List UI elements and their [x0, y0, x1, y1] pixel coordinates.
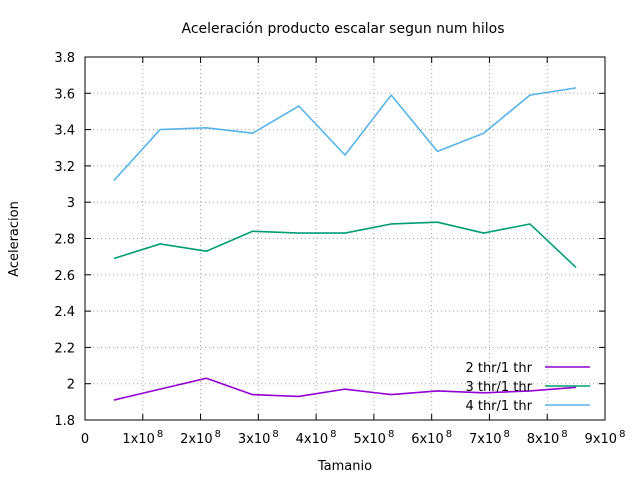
x-tick-label-exponent: 8: [272, 429, 278, 440]
y-tick-label: 3.4: [54, 124, 75, 139]
series-line-4-thr: [113, 87, 577, 181]
y-tick-label: 2: [67, 378, 75, 393]
y-tick-label: 3.6: [54, 87, 75, 102]
x-tick-label-base: 7x10: [469, 432, 502, 447]
x-tick-label-exponent: 8: [157, 429, 163, 440]
x-tick-label: 3x10 8: [238, 429, 279, 447]
plot-frame: [84, 56, 606, 421]
x-tick-label: 9x10 8: [585, 429, 626, 447]
x-tick-label: 7x10 8: [469, 429, 510, 447]
x-tick-label-exponent: 8: [619, 429, 625, 440]
y-tick-label: 2.6: [54, 269, 75, 284]
x-tick-label: 5x10 8: [353, 429, 394, 447]
series-line-2-thr: [113, 377, 577, 401]
x-tick-label-exponent: 8: [446, 429, 452, 440]
x-tick-label-base: 0: [81, 432, 89, 447]
x-tick-label-exponent: 8: [504, 429, 510, 440]
x-tick-label-base: 9x10: [585, 432, 618, 447]
x-tick-label: 8x10 8: [527, 429, 568, 447]
y-tick-label: 2.4: [54, 305, 75, 320]
y-tick-label: 3.2: [54, 160, 75, 175]
legend-label: 4 thr/1 thr: [465, 399, 532, 414]
series-line-3-thr: [113, 221, 577, 269]
y-tick-label: 1.8: [54, 414, 75, 429]
x-tick-label: 4x10 8: [296, 429, 337, 447]
x-tick-label: 2x10 8: [180, 429, 221, 447]
x-tick-label-base: 1x10: [122, 432, 155, 447]
y-tick-label: 3: [67, 196, 75, 211]
x-tick-label: 1x10 8: [122, 429, 163, 447]
x-tick-label-base: 2x10: [180, 432, 213, 447]
y-tick-label: 2.8: [54, 233, 75, 248]
y-tick-label: 3.8: [54, 51, 75, 66]
x-tick-label-base: 8x10: [527, 432, 560, 447]
x-tick-label-base: 4x10: [296, 432, 329, 447]
x-tick-label-base: 5x10: [353, 432, 386, 447]
x-tick-label-exponent: 8: [215, 429, 221, 440]
x-tick-label-base: 3x10: [238, 432, 271, 447]
x-tick-label: 6x10 8: [411, 429, 452, 447]
legend-label: 3 thr/1 thr: [465, 380, 532, 395]
legend-label: 2 thr/1 thr: [465, 361, 532, 376]
y-tick-label: 2.2: [54, 341, 75, 356]
x-tick-label-exponent: 8: [330, 429, 336, 440]
x-tick-label-base: 6x10: [411, 432, 444, 447]
x-tick-label-exponent: 8: [561, 429, 567, 440]
axis-ticks: 1.822.22.42.62.833.23.43.63.80 1x10 8 2x10 8…: [54, 51, 625, 447]
x-axis-label: Tamanio: [317, 459, 372, 474]
series-lines: [113, 87, 577, 401]
y-axis-label: Aceleracion: [7, 201, 22, 277]
x-tick-label: 0: [81, 432, 89, 447]
chart-title: Aceleración producto escalar segun num h…: [181, 21, 504, 37]
x-tick-label-exponent: 8: [388, 429, 394, 440]
legend: 2 thr/1 thr 3 thr/1 thr 4 thr/1 thr: [465, 361, 590, 414]
